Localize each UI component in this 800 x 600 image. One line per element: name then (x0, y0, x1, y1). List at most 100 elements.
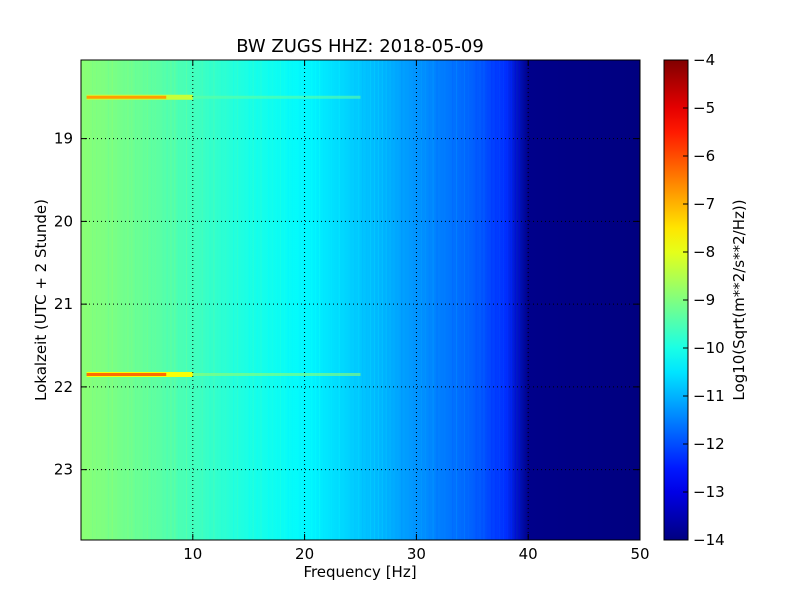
spectrogram-line (143, 60, 145, 540)
spectrogram-line (209, 60, 211, 540)
spectrogram-line (244, 60, 246, 540)
spectrogram-line (323, 60, 325, 540)
spectrogram-line (362, 60, 364, 540)
spectrogram-line (280, 60, 282, 540)
spectrogram-line (416, 60, 418, 540)
spectrogram-lines (84, 60, 520, 540)
spectrogram-line (448, 60, 450, 540)
spectrogram-line (326, 60, 328, 540)
colorbar-tick-label: −7 (693, 195, 715, 213)
spectrogram-line (436, 60, 438, 540)
colorbar-tick-label: −5 (693, 99, 715, 117)
spectrogram-line (182, 60, 184, 540)
x-tick-label: 10 (183, 545, 202, 563)
spectrogram-line (174, 60, 176, 540)
spectrogram-line (264, 60, 266, 540)
spectrogram-line (393, 60, 395, 540)
spectrogram-line (221, 60, 223, 540)
colorbar-tick-label: −9 (693, 291, 715, 309)
spectrogram-line (84, 60, 86, 540)
spectrogram-line (178, 60, 180, 540)
spectrogram-background (81, 60, 640, 540)
spectrogram-line (444, 60, 446, 540)
spectrogram-line (252, 60, 254, 540)
spectrogram-line (190, 60, 192, 540)
spectrogram-line (217, 60, 219, 540)
grid (81, 60, 640, 540)
spectrogram-line (115, 60, 117, 540)
spectrogram-line (119, 60, 121, 540)
x-tick-label: 50 (630, 545, 649, 563)
event-band-core (86, 95, 167, 99)
spectrogram-line (205, 60, 207, 540)
spectrogram-line (307, 60, 309, 540)
spectrogram-line (495, 60, 497, 540)
spectrogram-line (358, 60, 360, 540)
colorbar-tick-label: −11 (693, 387, 725, 405)
spectrogram-line (460, 60, 462, 540)
event-bands (86, 94, 361, 377)
y-tick-label: 22 (54, 378, 73, 396)
spectrogram-line (287, 60, 289, 540)
spectrogram-line (150, 60, 152, 540)
spectrogram-line (123, 60, 125, 540)
spectrogram-line (338, 60, 340, 540)
spectrogram-line (240, 60, 242, 540)
spectrogram-line (319, 60, 321, 540)
spectrogram-line (236, 60, 238, 540)
x-tick-label: 40 (519, 545, 538, 563)
spectrogram-line (268, 60, 270, 540)
spectrogram-line (330, 60, 332, 540)
spectrogram-line (420, 60, 422, 540)
y-tick-label: 19 (54, 130, 73, 148)
spectrogram-line (475, 60, 477, 540)
y-axis-label: Lokalzeit (UTC + 2 Stunde) (32, 199, 50, 401)
spectrogram-line (506, 60, 508, 540)
spectrogram-line (381, 60, 383, 540)
colorbar-tick-label: −12 (693, 435, 725, 453)
spectrogram-line (373, 60, 375, 540)
colorbar-tick-label: −10 (693, 339, 725, 357)
spectrogram-line (401, 60, 403, 540)
spectrogram-line (311, 60, 313, 540)
spectrogram-line (510, 60, 512, 540)
spectrogram-line (276, 60, 278, 540)
event-band-tail (192, 372, 361, 376)
spectrogram-line (413, 60, 415, 540)
spectrogram-line (131, 60, 133, 540)
spectrogram-line (158, 60, 160, 540)
spectrogram-line (295, 60, 297, 540)
x-tick-label: 30 (407, 545, 426, 563)
spectrogram-line (342, 60, 344, 540)
spectrogram-line (377, 60, 379, 540)
spectrogram-line (127, 60, 129, 540)
y-tick-label: 23 (54, 461, 73, 479)
spectrogram-line (366, 60, 368, 540)
spectrogram-line (499, 60, 501, 540)
spectrogram-line (193, 60, 195, 540)
y-tick-label: 20 (54, 212, 73, 230)
spectrogram-line (424, 60, 426, 540)
spectrogram-line (299, 60, 301, 540)
spectrogram-line (233, 60, 235, 540)
spectrogram-line (201, 60, 203, 540)
spectrogram-line (479, 60, 481, 540)
spectrogram-line (385, 60, 387, 540)
spectrogram-line (432, 60, 434, 540)
spectrogram-line (100, 60, 102, 540)
spectrogram-line (354, 60, 356, 540)
spectrogram-line (170, 60, 172, 540)
spectrogram-line (491, 60, 493, 540)
spectrogram-line (248, 60, 250, 540)
spectrogram-line (154, 60, 156, 540)
spectrogram-line (146, 60, 148, 540)
spectrogram-line (139, 60, 141, 540)
colorbar-tick-label: −8 (693, 243, 715, 261)
spectrogram-line (256, 60, 258, 540)
x-axis-ticks: 10 20 30 40 50 (183, 60, 650, 563)
x-tick-label: 20 (295, 545, 314, 563)
spectrogram-line (303, 60, 305, 540)
colorbar-ticks: −4 −5 −6 −7 −8 −9 −10 −11 −12 −13 −14 (683, 51, 725, 549)
spectrogram-line (107, 60, 109, 540)
